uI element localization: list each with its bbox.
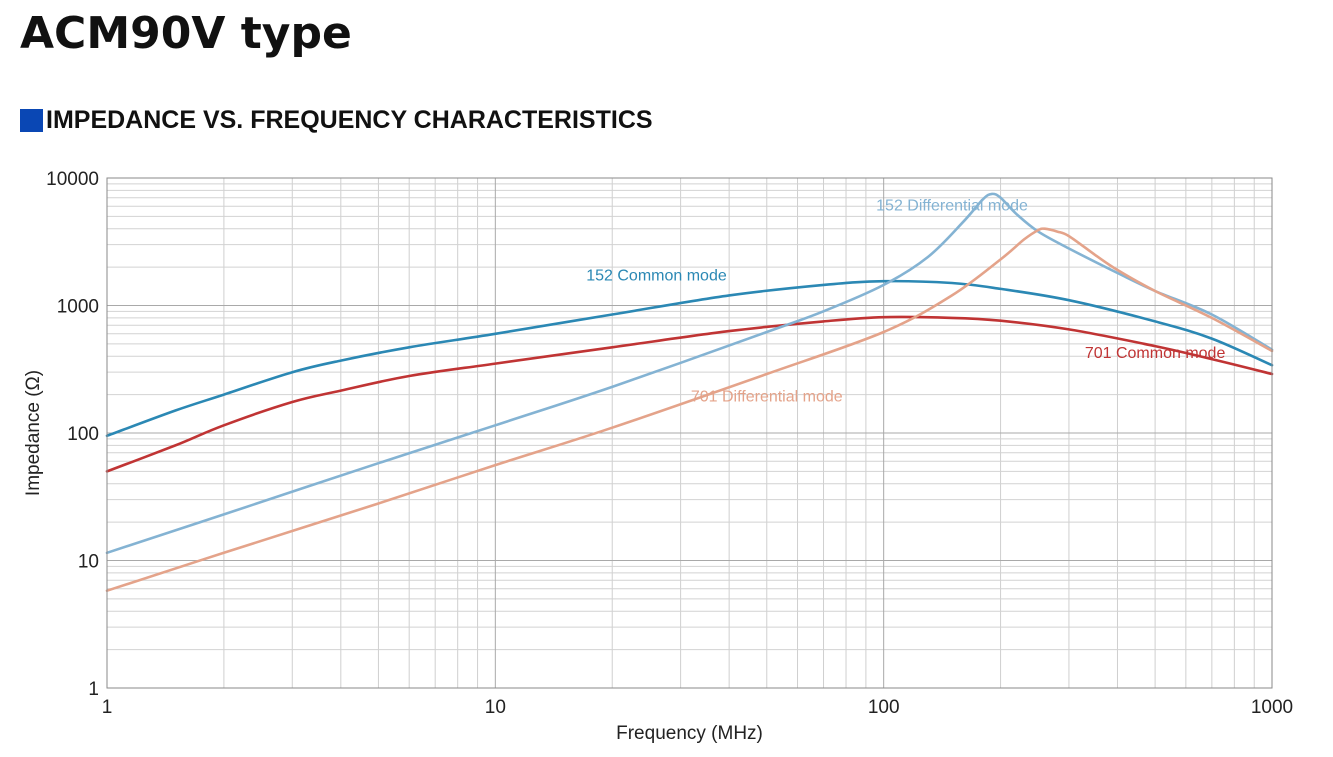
- section-heading: IMPEDANCE VS. FREQUENCY CHARACTERISTICS: [20, 106, 653, 135]
- x-tick-label: 10: [485, 697, 506, 718]
- section-heading-label: IMPEDANCE VS. FREQUENCY CHARACTERISTICS: [46, 106, 653, 134]
- y-tick-label: 10000: [46, 169, 99, 190]
- x-tick-labels: 1 10 100 1000: [102, 697, 1293, 718]
- page-title: ACM90V type: [20, 8, 352, 59]
- series-label-152-differential-mode: 152 Differential mode: [876, 198, 1028, 215]
- x-axis-title: Frequency (MHz): [616, 723, 763, 744]
- series-line-152-differential-mode: [105, 192, 1274, 555]
- annotation-layer: 152 Differential mode 152 Common mode 701 …: [586, 198, 1225, 406]
- series-label-701-common-mode: 701 Common mode: [1085, 345, 1226, 362]
- series-line-152-common-mode: [105, 279, 1274, 438]
- y-tick-labels: 1 10 100 1000 10000: [46, 169, 99, 700]
- series-line-701-common-mode: [105, 315, 1274, 473]
- series-label-152-common-mode: 152 Common mode: [586, 267, 727, 284]
- y-tick-label: 1: [88, 679, 99, 700]
- x-tick-label: 1000: [1251, 697, 1293, 718]
- x-tick-label: 100: [868, 697, 900, 718]
- plot-frame: [106, 177, 1273, 689]
- y-tick-label: 1000: [57, 297, 99, 318]
- series-line-701-differential-mode: [105, 227, 1274, 592]
- series-label-701-differential-mode: 701 Differential mode: [691, 389, 843, 406]
- y-tick-label: 10: [78, 552, 99, 573]
- x-tick-label: 1: [102, 697, 113, 718]
- y-tick-label: 100: [67, 424, 99, 445]
- series-layer: [105, 192, 1274, 592]
- section-marker-square: [20, 109, 43, 132]
- y-axis-title: Impedance (Ω): [23, 370, 44, 496]
